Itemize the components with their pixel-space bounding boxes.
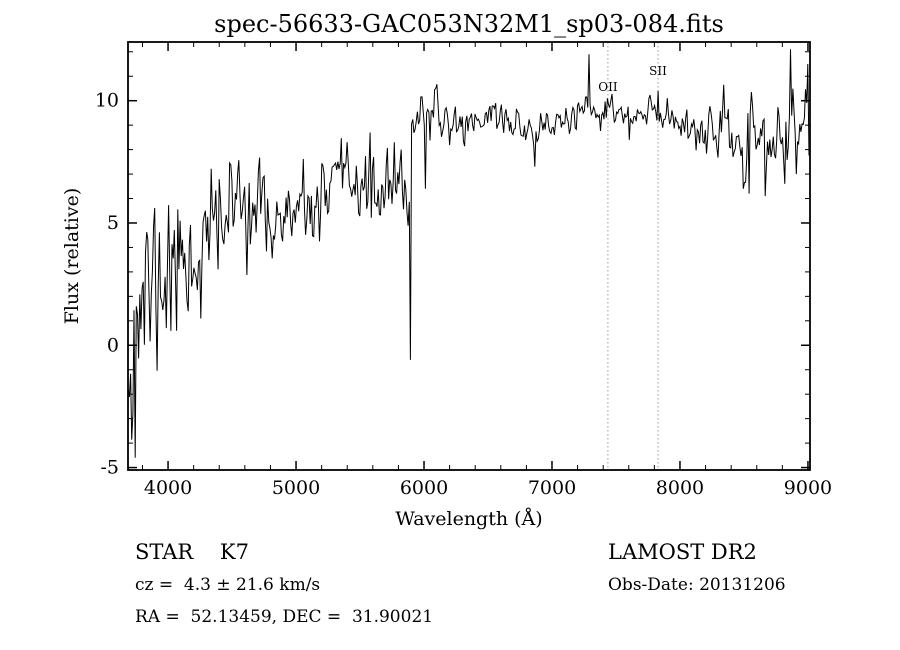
survey-annotation: LAMOST DR2 bbox=[608, 540, 757, 564]
y-tick-label: 10 bbox=[95, 90, 119, 112]
obsdate-annotation: Obs-Date: 20131206 bbox=[608, 575, 786, 595]
radec-annotation: RA = 52.13459, DEC = 31.90021 bbox=[135, 607, 434, 627]
x-tick-label: 9000 bbox=[784, 477, 832, 499]
plot-frame bbox=[127, 41, 811, 471]
y-tick-label: 0 bbox=[107, 334, 119, 356]
x-tick-label: 5000 bbox=[272, 477, 320, 499]
cz-annotation: cz = 4.3 ± 21.6 km/s bbox=[135, 575, 321, 595]
line-label-SII: SII bbox=[649, 64, 667, 78]
class-annotation: STAR K7 bbox=[135, 540, 249, 564]
y-tick-label: 5 bbox=[107, 212, 119, 234]
x-axis-label: Wavelength (Å) bbox=[395, 508, 543, 530]
plot-title: spec-56633-GAC053N32M1_sp03-084.fits bbox=[214, 10, 724, 38]
x-tick-label: 7000 bbox=[528, 477, 576, 499]
spectrum-line bbox=[127, 49, 810, 458]
x-tick-label: 6000 bbox=[400, 477, 448, 499]
y-tick-label: -5 bbox=[100, 457, 119, 479]
x-tick-label: 4000 bbox=[144, 477, 192, 499]
line-label-OII: OII bbox=[598, 80, 618, 94]
x-tick-label: 8000 bbox=[656, 477, 704, 499]
